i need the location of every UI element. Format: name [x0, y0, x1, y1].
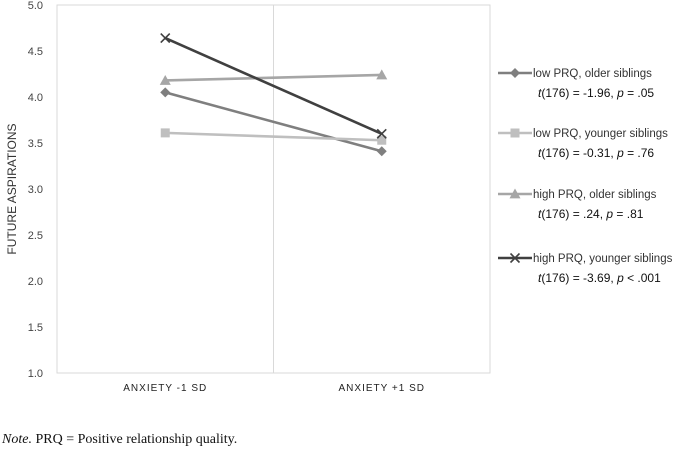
x-marker-stroke: [509, 252, 521, 264]
data-point: [160, 128, 170, 138]
legend-swatch-marker: [509, 188, 521, 199]
y-tick-label: 2.0: [28, 276, 43, 288]
x-marker-stroke: [160, 33, 171, 44]
note-text: PRQ = Positive relationship quality.: [31, 432, 238, 447]
legend-item-2: low PRQ, younger siblings t(176) = -0.31,…: [498, 128, 668, 160]
legend-series-name: high PRQ, older siblings: [533, 189, 657, 201]
data-point: [160, 33, 171, 44]
legend-statistic: t(176) = -3.69, p < .001: [538, 271, 661, 285]
y-tick-label: 1.5: [28, 322, 43, 334]
x-tick-label: ANXIETY +1 SD: [339, 383, 425, 394]
data-point: [376, 69, 388, 80]
legend-statistic: t(176) = .24, p = .81: [538, 207, 644, 221]
legend: low PRQ, older siblings t(176) = -1.96, p…: [498, 68, 673, 285]
legend-statistic: t(176) = -1.96, p = .05: [538, 86, 654, 100]
y-axis-label: FUTURE ASPIRATIONS: [5, 123, 19, 254]
y-tick-label: 3.0: [28, 184, 43, 196]
legend-item-1: low PRQ, older siblings t(176) = -1.96, p…: [498, 68, 654, 100]
data-point: [159, 74, 171, 85]
y-tick-label: 4.5: [28, 46, 43, 58]
data-point: [376, 146, 387, 157]
note-label: Note.: [2, 432, 32, 447]
series-1: [160, 87, 387, 157]
y-tick-label: 1.0: [28, 368, 43, 380]
series-line: [165, 73, 382, 82]
y-axis-title: FUTURE ASPIRATIONS: [5, 123, 19, 254]
y-tick-label: 3.5: [28, 138, 43, 150]
series-layer: [159, 33, 388, 157]
interaction-chart: FUTURE ASPIRATIONS 1.0 1.5 2.0 2.5 3.0 3.5 4.0…: [5, 0, 673, 394]
legend-swatch-marker: [509, 252, 521, 264]
data-point: [377, 135, 387, 145]
series-line: [165, 131, 382, 142]
legend-series-name: low PRQ, older siblings: [533, 68, 652, 80]
series-2: [160, 128, 387, 145]
legend-swatch-marker: [510, 128, 520, 138]
y-tick-label: 5.0: [28, 0, 43, 12]
y-axis-ticks: 1.0 1.5 2.0 2.5 3.0 3.5 4.0 4.5 5.0: [28, 0, 43, 380]
y-tick-label: 4.0: [28, 92, 43, 104]
series-line: [164, 36, 383, 135]
series-4: [160, 33, 387, 139]
series-3: [159, 69, 388, 85]
legend-item-3: high PRQ, older siblings t(176) = .24, p …: [498, 188, 657, 221]
legend-swatch-marker: [510, 68, 520, 78]
legend-item-4: high PRQ, younger siblings t(176) = -3.69…: [498, 252, 673, 285]
data-point: [376, 128, 387, 139]
legend-statistic: t(176) = -0.31, p = .76: [538, 146, 654, 160]
x-axis-ticks: ANXIETY -1 SD ANXIETY +1 SD: [123, 383, 425, 394]
legend-series-name: high PRQ, younger siblings: [533, 253, 673, 265]
x-marker-stroke: [376, 128, 387, 139]
data-point: [160, 87, 171, 98]
legend-series-name: low PRQ, younger siblings: [533, 128, 668, 140]
x-tick-label: ANXIETY -1 SD: [123, 383, 207, 394]
figure-note: Note. PRQ = Positive relationship qualit…: [2, 432, 237, 448]
y-tick-label: 2.5: [28, 230, 43, 242]
plot-area: [56, 4, 491, 374]
series-line: [164, 91, 383, 153]
